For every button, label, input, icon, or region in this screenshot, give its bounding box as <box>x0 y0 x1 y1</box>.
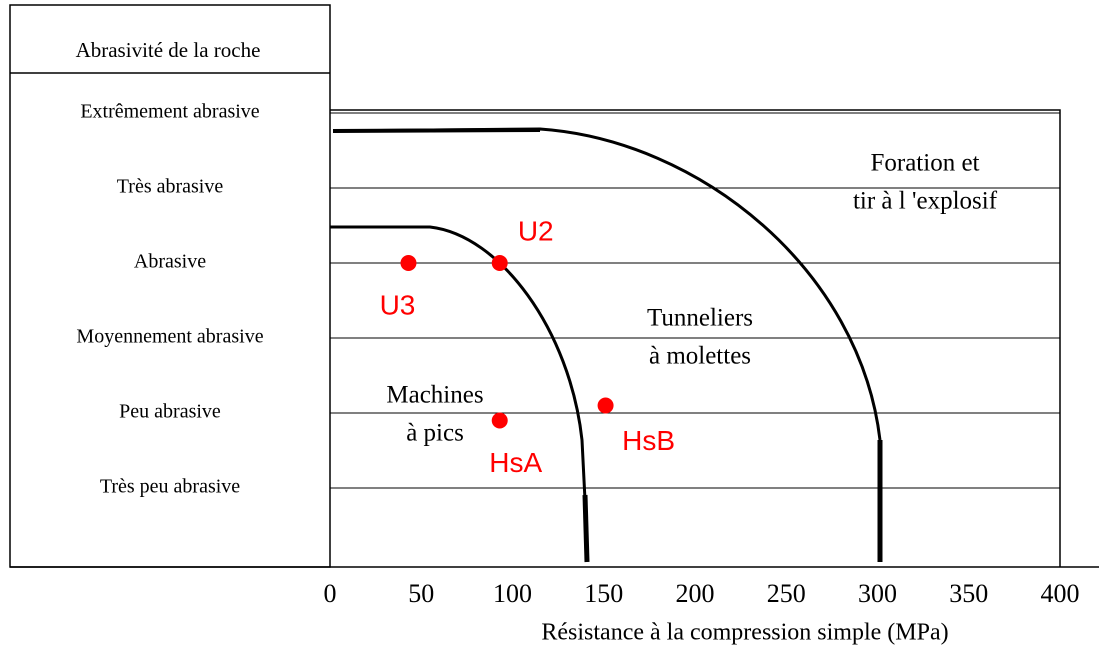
x-tick-label: 50 <box>408 579 434 608</box>
annotation: Tunneliers <box>647 305 753 332</box>
x-tick-label: 300 <box>858 579 897 608</box>
x-tick-label: 250 <box>767 579 806 608</box>
annotation: à molettes <box>649 343 751 370</box>
boundary-curve <box>332 128 541 133</box>
boundary-curve <box>582 494 590 563</box>
point <box>597 397 614 414</box>
y-tick-label: Extrêmement abrasive <box>80 101 259 123</box>
point-label: U2 <box>518 215 554 246</box>
x-axis-label: Résistance à la compression simple (MPa) <box>541 620 948 646</box>
point-label: U3 <box>380 289 416 320</box>
annotation: tir à l 'explosif <box>853 188 998 215</box>
y-axis-label: Abrasivité de la roche <box>76 38 261 62</box>
y-tick-label: Abrasive <box>134 251 206 273</box>
boundary-curve <box>330 225 587 501</box>
annotation: Machines <box>386 382 483 409</box>
x-tick-label: 150 <box>584 579 623 608</box>
y-tick-label: Peu abrasive <box>119 401 221 423</box>
x-tick-label: 100 <box>493 579 532 608</box>
point <box>491 255 508 271</box>
y-tick-label: Très peu abrasive <box>100 476 240 498</box>
y-tick-label: Très abrasive <box>117 176 224 198</box>
annotation: à pics <box>406 420 464 447</box>
annotation: Foration et <box>870 150 979 177</box>
x-tick-label: 400 <box>1041 579 1080 608</box>
grid <box>330 112 1060 489</box>
boundary-curve <box>332 127 882 441</box>
y-tick-label: Moyennement abrasive <box>76 326 263 348</box>
x-tick-label: 0 <box>324 579 337 608</box>
x-tick-label: 200 <box>676 579 715 608</box>
point-label: HsB <box>622 425 675 456</box>
point <box>491 412 508 429</box>
plot-frame <box>330 109 1061 567</box>
point-label: HsA <box>489 447 542 478</box>
point <box>400 255 417 271</box>
x-tick-label: 350 <box>949 579 988 608</box>
